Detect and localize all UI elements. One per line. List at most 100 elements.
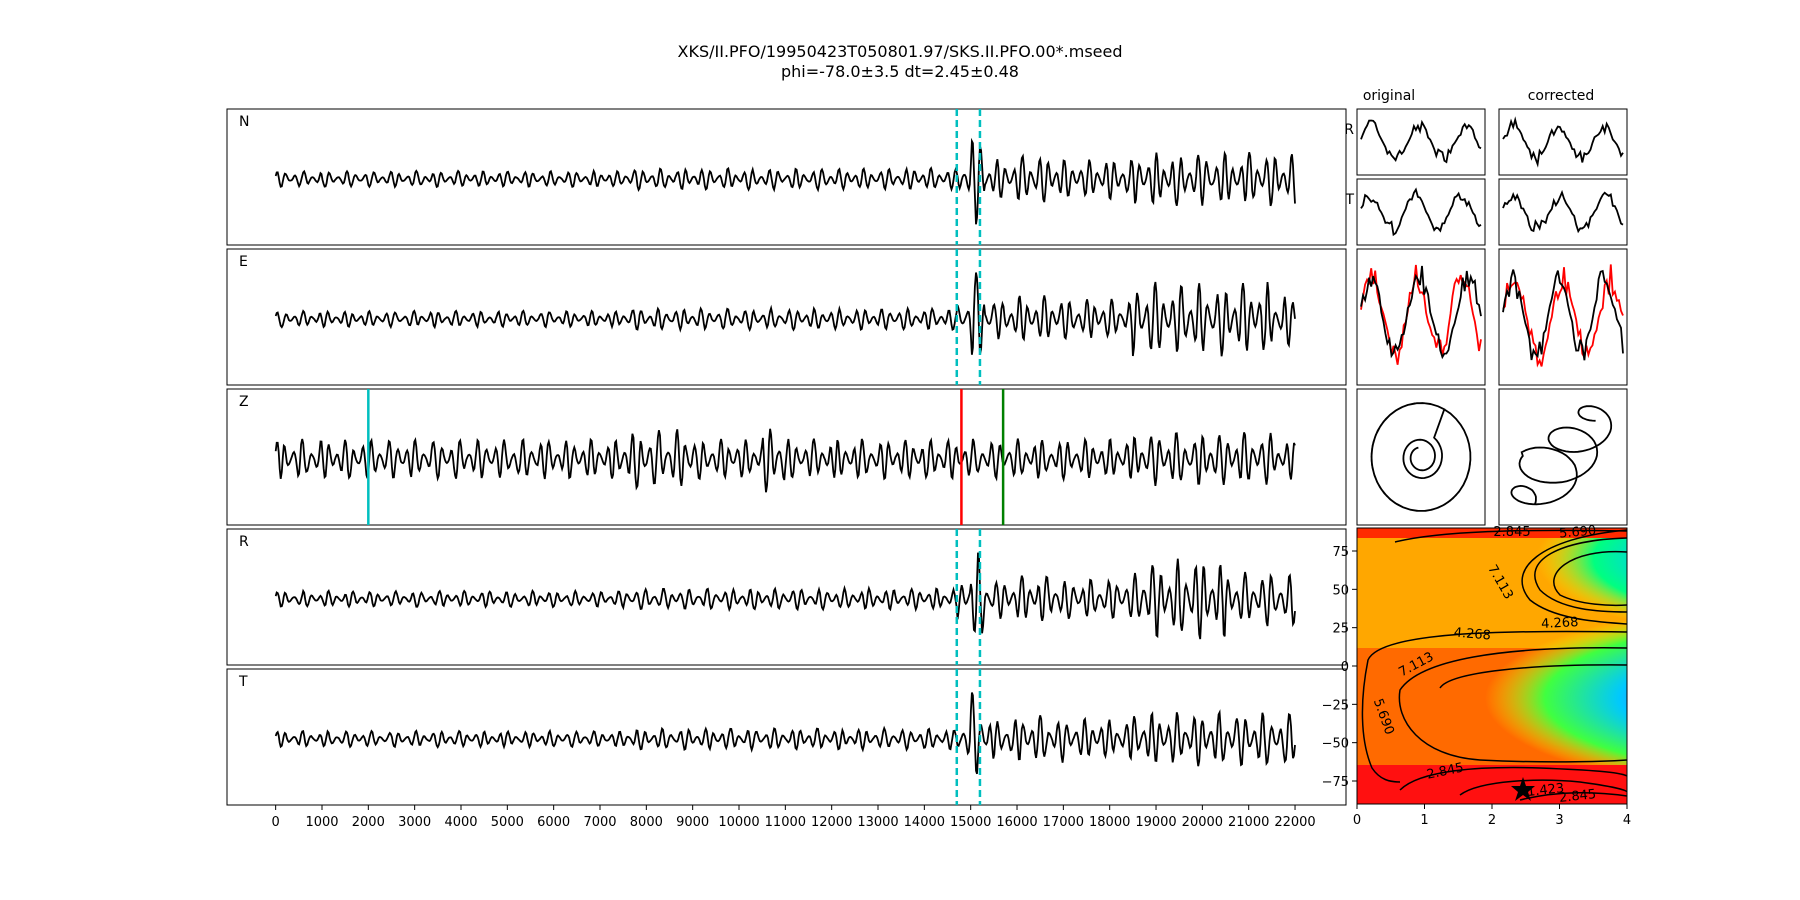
panel-frame [1498,248,1628,386]
x-tick-label: 15000 [950,815,991,830]
trace-panel-e: E [226,248,1347,386]
small-panel-t-original: T [1344,178,1486,246]
panel-frame [226,388,1347,526]
heatmap-axes: 0 1 2 3 4 75 50 25 0 −25 −50 −75 [1322,545,1632,828]
hm-y-tick-label: 50 [1332,583,1349,598]
x-tick-label: 13000 [857,815,898,830]
hm-x-tick-label: 3 [1555,813,1563,828]
x-tick-label: 9000 [676,815,709,830]
contour-line [1398,647,1627,763]
figure-title-line2: phi=-78.0±3.5 dt=2.45±0.48 [781,62,1019,81]
hm-x-tick-label: 1 [1420,813,1428,828]
contour-label: 4.268 [1541,615,1579,632]
small-panel-e-corrected [1498,248,1628,386]
x-tick-label: 3000 [398,815,431,830]
small-panel-t-corrected [1498,178,1628,246]
x-tick-label: 2000 [352,815,385,830]
contour-line [1459,779,1627,796]
x-tick-label: 8000 [630,815,663,830]
waveform-n [274,137,1296,225]
particle-motion [1370,402,1472,512]
error-surface: 2.845 5.6907.1134.2684.2687.1135.6902.845… [1322,523,1632,828]
panel-frame [226,108,1347,246]
waveform-trace [1502,116,1624,168]
panel-frame [1356,388,1486,526]
hm-y-tick-label: −50 [1322,737,1349,752]
trace-panel-t: T [226,668,1347,806]
contour-label: 2.845 [1493,525,1530,540]
x-tick-label: 0 [272,815,280,830]
figure-title-line1: XKS/II.PFO/19950423T050801.97/SKS.II.PFO… [678,42,1123,61]
hm-x-tick-label: 0 [1353,813,1361,828]
waveform-r [274,552,1296,640]
x-tick-label: 12000 [811,815,852,830]
contour-label: 1.423 [1526,781,1565,800]
small-panel-r-corrected [1498,108,1628,176]
x-tick-label: 14000 [904,815,945,830]
x-tick-label: 21000 [1228,815,1269,830]
contour-line [1399,766,1627,791]
trace-label-z: Z [239,394,249,410]
heatmap-red-band-topedge [1357,528,1627,538]
x-tick-label: 6000 [537,815,570,830]
panel-frame [1356,248,1486,386]
panel-frame [226,248,1347,386]
x-tick-label: 22000 [1274,815,1315,830]
panel-frame [226,528,1347,666]
waveform-trace [1360,265,1482,360]
x-tick-label: 7000 [583,815,616,830]
panel-frame [1356,108,1486,176]
hm-y-tick-label: −25 [1322,698,1349,713]
panel-frame [226,668,1347,806]
x-tick-label: 10000 [718,815,759,830]
x-tick-label: 17000 [1043,815,1084,830]
waveform-z [274,428,1296,493]
trace-panel-r: R [226,528,1347,666]
x-tick-label: 18000 [1089,815,1130,830]
contour-line [1553,550,1627,607]
small-panel-pm-original [1356,388,1486,526]
contour-line [1521,529,1627,625]
small-panel-pm-corrected [1498,388,1628,526]
hm-y-tick-label: −75 [1322,775,1349,790]
waveform-trace [1360,119,1482,164]
waveform-t [274,692,1296,775]
small-panel-e-original [1356,248,1486,386]
trace-label-r: R [239,534,249,550]
x-tick-label: 5000 [491,815,524,830]
column-label-original: original [1363,88,1415,104]
waveform-trace [1502,189,1624,234]
trace-panel-n: N [226,108,1347,246]
x-tick-label: 4000 [444,815,477,830]
row-label-r: R [1344,122,1354,138]
best-fit-star [1511,777,1535,801]
x-tick-label: 20000 [1182,815,1223,830]
x-tick-label: 16000 [996,815,1037,830]
contour-label: 2.845 [1558,787,1597,806]
panel-frame [1356,178,1486,246]
x-tick-label: 1000 [305,815,338,830]
row-label-t: T [1344,192,1354,208]
contour-line [1439,664,1627,689]
hm-y-tick-label: 0 [1341,660,1349,675]
waveform-overlay [1502,264,1624,368]
contour-line [1519,791,1627,801]
contour-line [1534,537,1627,613]
trace-label-n: N [239,114,249,130]
trace-panels: N E Z R T [226,108,1347,806]
small-panel-r-original: R [1344,108,1486,176]
column-label-corrected: corrected [1528,88,1595,104]
hm-x-tick-label: 4 [1623,813,1631,828]
trace-label-t: T [238,674,248,690]
trace-panel-z: Z [226,388,1347,526]
panel-frame [1498,388,1628,526]
panel-frame [1498,178,1628,246]
waveform-trace [1360,187,1482,237]
waveform-comparison-panels: RT [1344,108,1628,526]
particle-motion [1510,405,1613,506]
contour-label: 4.268 [1453,625,1491,643]
contour-line [1361,630,1627,783]
x-tick-label: 19000 [1135,815,1176,830]
hm-y-tick-label: 25 [1332,622,1349,637]
